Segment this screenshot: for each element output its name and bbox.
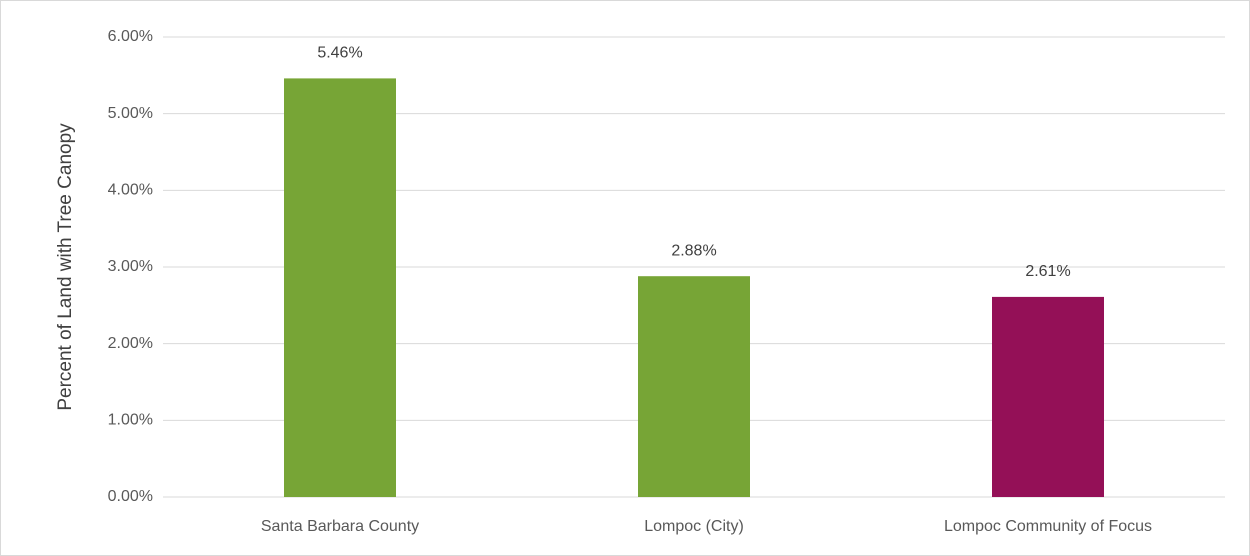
data-label: 5.46% bbox=[317, 45, 362, 62]
y-tick-label: 2.00% bbox=[108, 335, 153, 352]
bar bbox=[284, 78, 396, 498]
y-axis-title: Percent of Land with Tree Canopy bbox=[55, 123, 76, 411]
data-label: 2.61% bbox=[1025, 263, 1070, 280]
x-tick-label: Lompoc Community of Focus bbox=[944, 518, 1152, 535]
y-tick-label: 6.00% bbox=[108, 28, 153, 45]
bar bbox=[638, 276, 750, 497]
x-tick-label: Santa Barbara County bbox=[261, 518, 419, 535]
y-tick-label: 1.00% bbox=[108, 412, 153, 429]
y-tick-label: 0.00% bbox=[108, 488, 153, 505]
x-tick-label: Lompoc (City) bbox=[644, 518, 744, 535]
data-label: 2.88% bbox=[671, 242, 716, 259]
y-tick-label: 4.00% bbox=[108, 182, 153, 199]
bar bbox=[992, 296, 1104, 497]
y-tick-label: 3.00% bbox=[108, 258, 153, 275]
y-tick-label: 5.00% bbox=[108, 105, 153, 122]
